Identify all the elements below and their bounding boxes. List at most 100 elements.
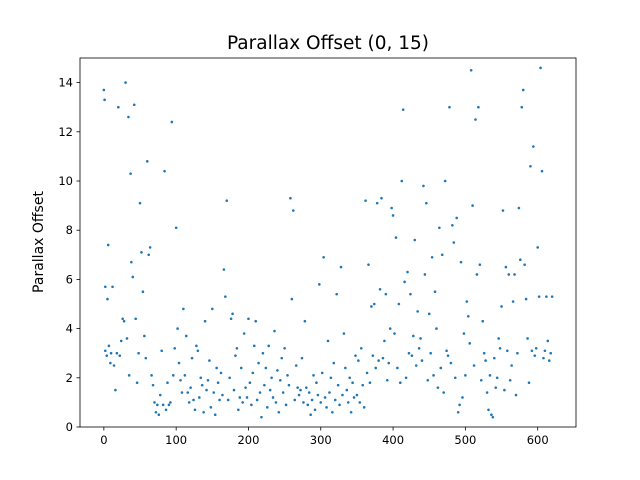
data-point: [319, 401, 323, 404]
y-axis-label: Parallax Offset: [31, 191, 47, 293]
data-point: [484, 359, 487, 362]
data-point: [306, 403, 310, 407]
y-tick-label: 8: [66, 223, 73, 237]
x-tick-label: 600: [527, 433, 549, 447]
x-tick-label: 400: [382, 433, 404, 447]
data-point: [294, 364, 298, 367]
data-point: [325, 406, 328, 409]
data-point: [218, 398, 221, 402]
y-tick-label: 2: [66, 371, 73, 385]
data-point: [219, 371, 223, 375]
data-point: [461, 396, 464, 399]
x-tick-label: 200: [237, 433, 259, 447]
data-point: [251, 371, 255, 375]
data-point: [453, 376, 457, 380]
data-point: [332, 361, 336, 365]
data-point: [299, 388, 302, 392]
data-point: [254, 319, 257, 323]
data-point: [374, 366, 378, 370]
data-point: [112, 364, 116, 367]
data-point: [514, 393, 518, 397]
data-point: [498, 346, 502, 350]
data-point: [305, 386, 308, 389]
data-point: [426, 378, 430, 382]
data-point: [177, 361, 181, 365]
data-point: [495, 376, 499, 380]
data-point: [115, 351, 119, 355]
data-point: [390, 206, 393, 210]
data-point: [403, 280, 406, 284]
data-point: [328, 391, 331, 394]
data-point: [286, 374, 289, 377]
data-point: [147, 253, 150, 257]
data-point: [273, 329, 276, 333]
data-point: [276, 369, 279, 372]
data-point: [530, 349, 534, 353]
data-point: [106, 297, 109, 301]
data-point: [104, 349, 107, 353]
data-point: [349, 410, 353, 414]
data-point: [510, 364, 513, 367]
data-point: [345, 388, 349, 392]
data-point: [388, 327, 392, 330]
data-point: [237, 408, 240, 412]
data-point: [228, 376, 231, 380]
data-point: [365, 371, 369, 375]
data-point: [170, 120, 174, 124]
data-point: [359, 346, 363, 350]
data-point: [427, 312, 431, 316]
data-point: [265, 406, 269, 409]
data-point: [504, 265, 508, 269]
data-point: [104, 285, 107, 289]
data-point: [407, 351, 411, 355]
data-point: [352, 396, 356, 399]
data-point: [156, 403, 159, 407]
data-point: [446, 354, 450, 357]
data-point: [148, 246, 152, 249]
data-point: [232, 388, 236, 392]
data-point: [520, 105, 524, 109]
x-tick-label: 0: [100, 433, 107, 447]
data-point: [300, 356, 304, 360]
data-point: [539, 66, 542, 70]
data-point: [371, 354, 375, 357]
data-point: [458, 403, 461, 407]
data-point: [161, 403, 165, 407]
data-point: [245, 396, 249, 399]
data-point: [527, 381, 531, 385]
data-point: [180, 391, 184, 394]
data-point: [487, 408, 490, 412]
data-point: [478, 263, 482, 266]
data-point: [158, 393, 162, 397]
data-point: [166, 381, 169, 385]
data-point: [393, 332, 396, 335]
data-point: [167, 403, 171, 407]
data-point: [433, 290, 437, 294]
data-point: [111, 285, 114, 289]
data-point: [355, 393, 359, 397]
data-point: [491, 415, 495, 419]
data-point: [189, 386, 192, 389]
data-point: [297, 393, 301, 397]
data-point: [443, 179, 447, 183]
data-points: [102, 66, 554, 419]
data-point: [351, 381, 354, 385]
data-point: [212, 391, 216, 394]
data-point: [174, 226, 178, 230]
data-point: [307, 391, 311, 394]
data-point: [358, 401, 362, 404]
data-point: [462, 332, 466, 335]
data-point: [394, 236, 398, 239]
data-point: [339, 265, 343, 269]
data-point: [404, 376, 408, 380]
data-point: [346, 401, 350, 404]
data-point: [331, 410, 334, 414]
data-point: [290, 297, 294, 301]
data-point: [368, 381, 372, 385]
data-point: [143, 334, 146, 338]
data-point: [278, 378, 282, 382]
data-point: [464, 374, 467, 377]
data-point: [200, 383, 204, 387]
x-tick-label: 100: [165, 433, 187, 447]
